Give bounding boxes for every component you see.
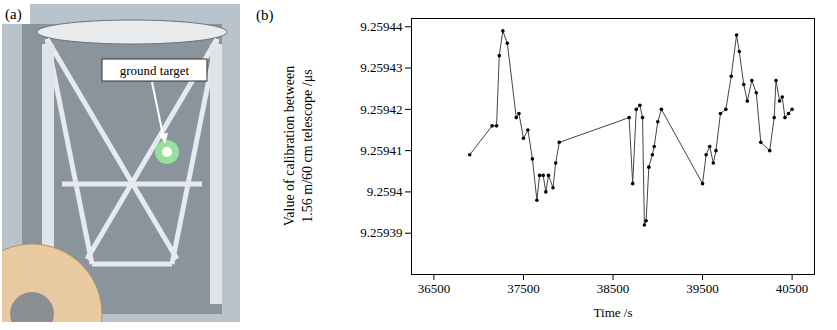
svg-text:9.25941: 9.25941 [360, 143, 402, 158]
svg-text:40500: 40500 [776, 281, 809, 296]
svg-text:38500: 38500 [597, 281, 630, 296]
svg-text:9.25942: 9.25942 [360, 101, 402, 116]
svg-text:1.56 m/60 cm telescope /μs: 1.56 m/60 cm telescope /μs [300, 69, 315, 222]
svg-text:9.25939: 9.25939 [360, 225, 402, 240]
svg-text:37500: 37500 [507, 281, 540, 296]
svg-text:9.25944: 9.25944 [360, 19, 403, 34]
svg-text:(b): (b) [256, 7, 274, 24]
svg-text:ground target: ground target [120, 63, 190, 78]
svg-text:36500: 36500 [418, 281, 451, 296]
svg-text:9.2594: 9.2594 [367, 184, 403, 199]
svg-text:Time /s: Time /s [594, 305, 633, 320]
svg-text:Value of calibration between: Value of calibration between [282, 66, 297, 227]
svg-text:9.25943: 9.25943 [360, 60, 402, 75]
svg-text:(a): (a) [5, 6, 22, 23]
svg-text:39500: 39500 [686, 281, 719, 296]
